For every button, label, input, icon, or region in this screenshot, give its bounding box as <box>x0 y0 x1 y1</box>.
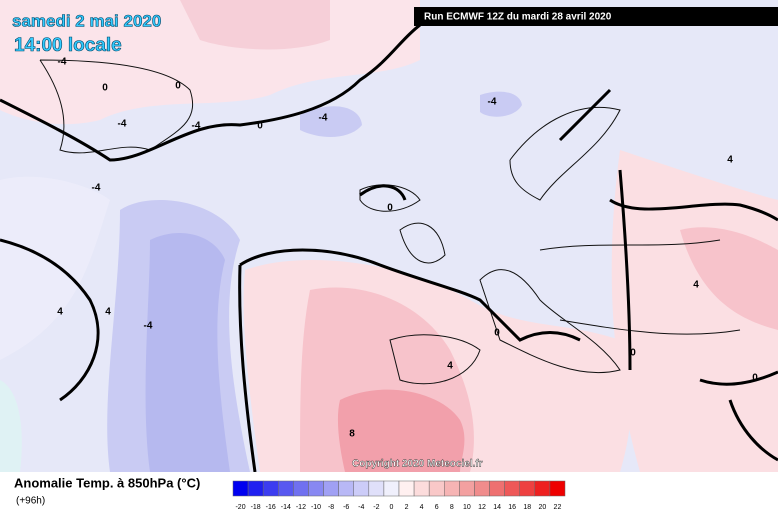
color-swatch <box>278 480 294 497</box>
color-swatch <box>368 480 385 497</box>
scale-label: 10 <box>463 504 471 511</box>
contour-label: 0 <box>387 203 393 214</box>
contour-label: 4 <box>57 307 63 318</box>
contour-label: -4 <box>192 121 201 132</box>
color-swatch <box>383 480 400 497</box>
contour-label: 4 <box>693 280 699 291</box>
contour-label: -4 <box>319 113 328 124</box>
color-swatch <box>247 480 264 497</box>
scale-label: 20 <box>538 504 546 511</box>
color-swatch <box>519 480 536 497</box>
scale-label: 6 <box>435 504 439 511</box>
contour-label: -4 <box>488 97 497 108</box>
scale-label: 0 <box>390 504 394 511</box>
color-swatch <box>323 480 339 497</box>
scale-label: -14 <box>281 504 291 511</box>
contour-label: -4 <box>144 321 153 332</box>
contour-labels: -4 0 0 -4 -4 -4 0 -4 -4 0 4 4 -4 0 0 4 8 4 4 0 <box>57 57 758 440</box>
color-swatch <box>338 480 354 497</box>
contour-label: 0 <box>257 121 263 132</box>
contour-label: 0 <box>752 373 758 384</box>
color-swatch <box>534 480 551 497</box>
color-swatch <box>308 480 324 497</box>
contour-label: 0 <box>630 348 636 359</box>
scale-label: -16 <box>266 504 276 511</box>
scale-label: 2 <box>405 504 409 511</box>
contour-label: 0 <box>175 81 181 92</box>
contour-label: 0 <box>494 328 500 339</box>
scale-label: 18 <box>523 504 531 511</box>
contour-label: 0 <box>102 83 108 94</box>
color-swatch <box>428 480 445 497</box>
contour-label: -4 <box>58 57 67 68</box>
color-swatch <box>262 480 279 497</box>
contour-label: 4 <box>727 155 733 166</box>
run-box <box>414 7 778 26</box>
color-swatch <box>444 480 460 497</box>
color-swatch <box>489 480 505 497</box>
color-scale: -20 -18 -16 -14 -12 -10 -8 -6 -4 -2 0 2 4 6 8 10 12 14 16 1… <box>232 480 566 511</box>
run-info: Run ECMWF 12Z du mardi 28 avril 2020 <box>424 12 612 23</box>
scale-label: 14 <box>493 504 501 511</box>
contour-label: 8 <box>349 429 355 440</box>
color-swatch <box>459 480 475 497</box>
lead-time: (+96h) <box>16 496 45 507</box>
color-swatch <box>413 480 430 497</box>
color-swatch <box>398 480 415 497</box>
color-swatch <box>293 480 309 497</box>
scale-label: -18 <box>251 504 261 511</box>
scale-label: -12 <box>296 504 306 511</box>
scale-label: -10 <box>311 504 321 511</box>
color-swatch <box>549 480 566 497</box>
scale-label: -2 <box>373 504 379 511</box>
scale-label: 16 <box>508 504 516 511</box>
color-swatch <box>353 480 370 497</box>
scale-label: 4 <box>420 504 424 511</box>
scale-label: 12 <box>478 504 486 511</box>
contour-label: -4 <box>92 183 101 194</box>
scale-label: 8 <box>450 504 454 511</box>
time: 14:00 locale <box>14 35 122 56</box>
anomaly-fields <box>0 0 778 472</box>
scale-label: -6 <box>343 504 349 511</box>
color-swatch <box>232 480 249 497</box>
color-swatch <box>504 480 520 497</box>
scale-label: -8 <box>328 504 334 511</box>
copyright: Copyright 2020 Meteociel.fr <box>352 459 483 470</box>
scale-label: 22 <box>554 504 562 511</box>
scale-label: -4 <box>358 504 364 511</box>
contour-label: 4 <box>105 307 111 318</box>
scale-label: -20 <box>235 504 245 511</box>
zero-contours <box>0 23 778 473</box>
date: samedi 2 mai 2020 <box>12 11 161 30</box>
color-swatch <box>474 480 490 497</box>
contour-label: -4 <box>118 119 127 130</box>
footer-title: Anomalie Temp. à 850hPa (°C) <box>14 475 200 490</box>
contour-label: 4 <box>447 361 453 372</box>
